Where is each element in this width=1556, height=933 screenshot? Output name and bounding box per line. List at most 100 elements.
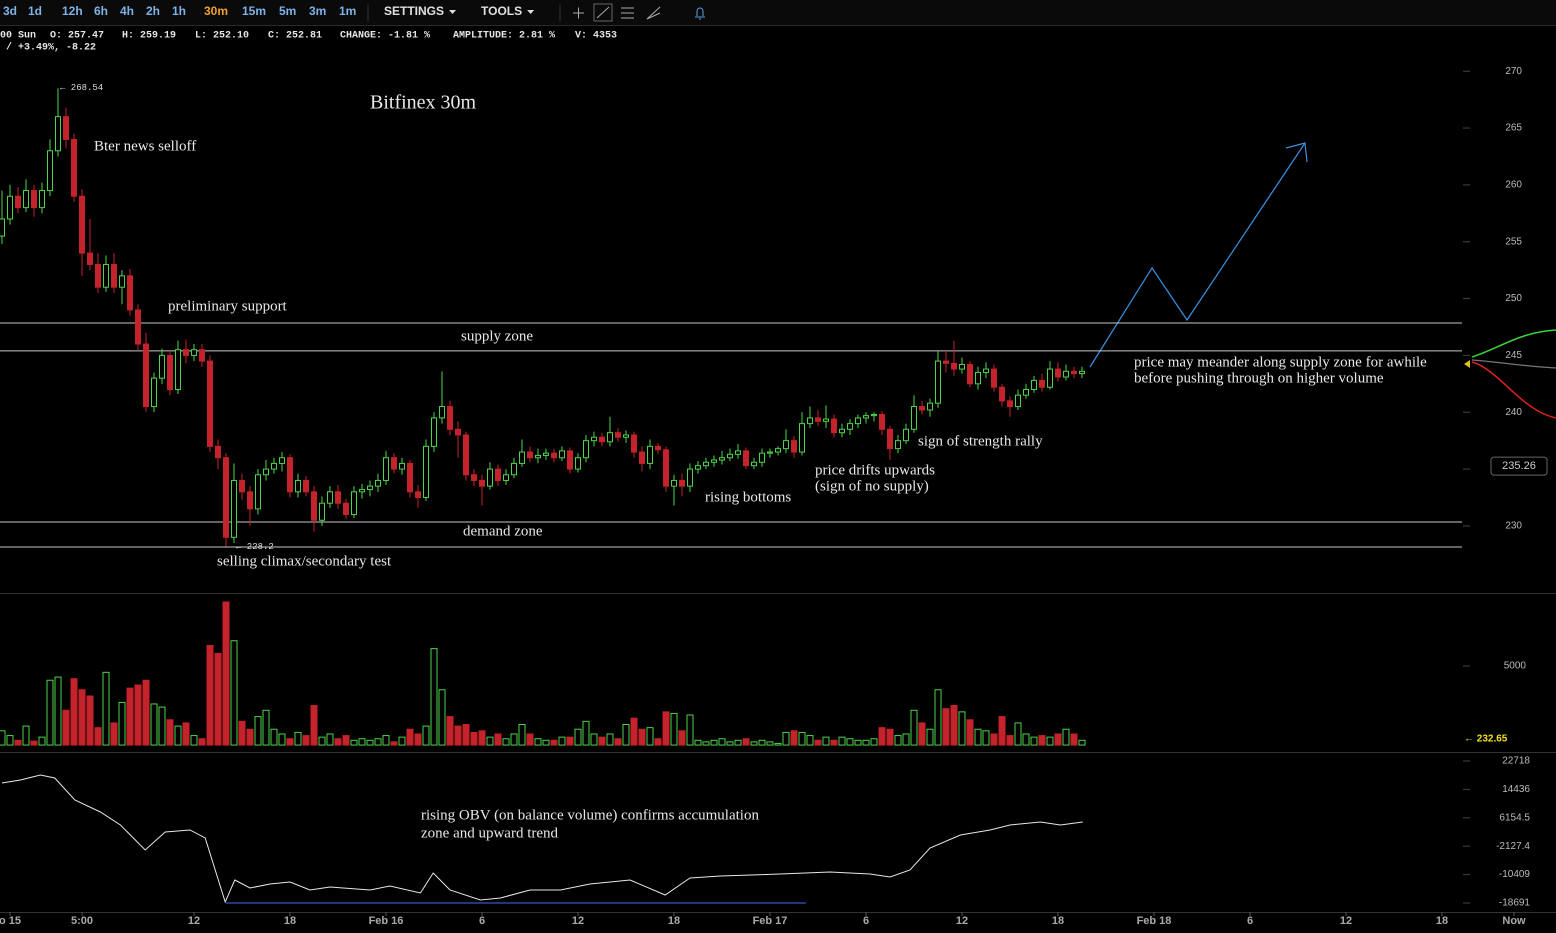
candle-body [567,450,573,470]
volume-bar [574,728,582,746]
candle-body [1007,400,1013,408]
menu-button[interactable]: SETTINGS [384,4,444,18]
candle-body [87,252,93,265]
candle-body [359,489,365,493]
candle-body [343,502,349,516]
interval-button[interactable]: 30m [204,4,228,18]
interval-button[interactable]: 6h [94,4,108,18]
volume-bar [790,730,798,746]
candle-body [847,423,853,430]
interval-button[interactable]: 3m [309,4,326,18]
candle-body [207,360,213,447]
candle-body [311,491,317,521]
x-tick-label: 12 [188,915,200,927]
volume-bar [158,706,166,746]
menu-caret[interactable] [449,10,457,14]
menu-caret[interactable] [527,10,535,14]
candle-body [783,440,789,450]
tool-icons[interactable] [573,3,705,22]
hlines-icon[interactable] [621,7,634,19]
obv-line [1,774,1083,904]
volume-price-label: ← 232.65 [1464,734,1508,745]
candle-body [127,275,133,311]
candle-body [911,406,917,430]
interval-button[interactable]: 1d [28,4,42,18]
volume-bar [606,733,614,746]
candle-body [583,440,589,459]
alert-icon[interactable] [695,7,705,20]
candle-body [879,414,885,430]
menu-button[interactable]: TOOLS [481,4,522,18]
candle-body [55,116,61,152]
x-tick-label: 18 [284,915,296,927]
volume-bar [838,736,846,746]
volume-bar [798,731,806,746]
interval-button[interactable]: 15m [242,4,266,18]
candle-body [559,450,565,459]
volume-bar [974,728,982,746]
x-tick-label: 18 [1052,915,1064,927]
volume-bar [870,738,878,746]
volume-bar [270,728,278,746]
candle-body [471,474,477,481]
volume-bar [190,735,198,746]
interval-button[interactable]: 2h [146,4,160,18]
candle-body [463,434,469,476]
interval-button[interactable]: 12h [62,4,83,18]
candle-body [487,468,493,487]
candle-body [63,116,69,140]
candle-body [735,450,741,455]
interval-button[interactable]: 5m [279,4,296,18]
volume-bar [782,731,790,746]
last-price-box [1490,456,1548,476]
candle-body [31,190,37,209]
candle-body [143,343,149,408]
candle-body [1071,370,1077,375]
volume-bar [638,728,646,746]
candle-body [943,360,949,364]
candle-body [975,371,981,385]
candle-body [519,451,525,464]
volume-bar [262,709,270,746]
volume-bar [302,735,310,746]
volume-bar [382,735,390,746]
volume-bar [294,731,302,746]
volume-bar [206,644,214,746]
volume-bar [534,738,542,746]
volume-bar [398,736,406,746]
projection-arrow [1089,142,1306,368]
candle-body [119,275,125,288]
y-tick-label: 260 [1505,180,1522,191]
volume-bar [230,640,238,746]
volume-bar [854,739,862,746]
candle-body [383,457,389,481]
volume-bar [654,738,662,746]
volume-bar [462,723,470,746]
interval-button[interactable]: 3d [3,4,17,18]
candle-body [991,368,997,388]
line-tool-box[interactable] [593,3,613,22]
volume-bar [694,739,702,746]
candle-body [295,479,301,493]
candle-body [543,452,549,456]
interval-button[interactable]: 1m [339,4,356,18]
volume-bar [830,739,838,746]
candle-body [951,362,957,370]
candle-body [503,474,509,481]
candle-body [703,461,709,467]
interval-button[interactable]: 4h [120,4,134,18]
candle-body [863,415,869,419]
volume-bar [478,730,486,746]
candle-body [1063,370,1069,378]
volume-bar [446,716,454,746]
candle-body [1023,389,1029,396]
line-icon[interactable] [596,6,610,19]
candle-body [895,440,901,450]
volume-bar [1078,739,1086,746]
candle-body [1031,379,1037,391]
interval-button[interactable]: 1h [172,4,186,18]
ohlc-info: C: 252.81 [268,31,322,42]
candle-body [495,468,501,481]
fib-icon[interactable] [646,6,661,20]
crosshair-icon[interactable] [573,7,584,19]
